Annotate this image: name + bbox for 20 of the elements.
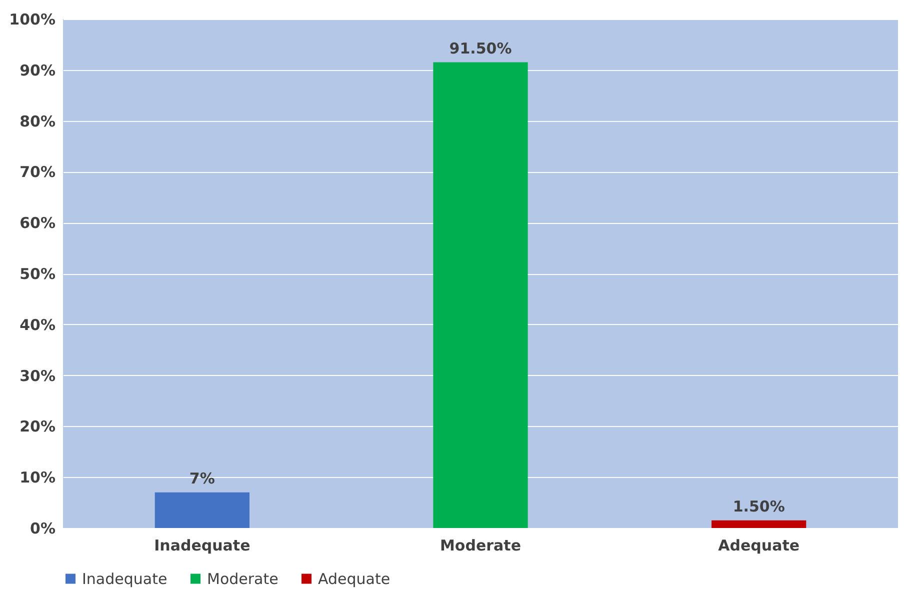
data-label: 91.50%: [449, 39, 512, 58]
y-tick-label: 60%: [20, 214, 56, 232]
y-tick-label: 0%: [30, 520, 56, 538]
y-tick-label: 30%: [20, 366, 56, 385]
y-tick-label: 50%: [20, 265, 56, 283]
y-tick-label: 10%: [20, 468, 56, 487]
legend-label: Inadequate: [82, 570, 168, 588]
y-tick-label: 90%: [20, 61, 56, 80]
legend-label: Adequate: [318, 570, 390, 588]
y-tick-label: 80%: [20, 112, 56, 130]
legend-label: Moderate: [207, 570, 278, 588]
x-tick-label: Inadequate: [154, 536, 250, 554]
y-tick-label: 20%: [20, 418, 56, 436]
y-tick-label: 40%: [20, 316, 56, 334]
x-tick-label: Moderate: [440, 536, 522, 554]
data-label: 7%: [189, 469, 215, 488]
x-tick-label: Adequate: [718, 536, 800, 554]
y-tick-label: 100%: [9, 10, 56, 28]
y-tick-label: 70%: [20, 163, 56, 182]
data-label: 1.50%: [732, 497, 785, 516]
